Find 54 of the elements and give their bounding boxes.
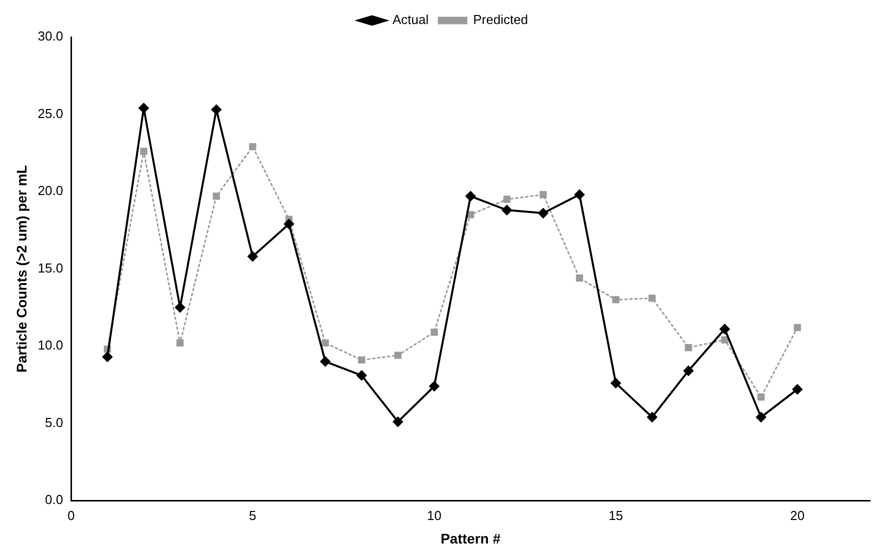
y-tick-label: 0.0: [45, 492, 64, 508]
x-tick-label: 5: [249, 508, 256, 523]
point: [320, 356, 330, 367]
point: [429, 381, 440, 392]
point: [574, 190, 584, 200]
point: [538, 208, 548, 218]
point: [792, 384, 802, 394]
x-tick-label: 0: [67, 508, 75, 523]
point: [756, 412, 766, 422]
y-tick-label: 20.0: [38, 183, 64, 198]
point: [684, 344, 692, 352]
point: [721, 336, 728, 344]
point: [138, 103, 149, 114]
point: [503, 196, 510, 203]
point: [322, 339, 329, 347]
point: [466, 211, 474, 218]
x-tick-label: 15: [608, 508, 624, 523]
point: [249, 143, 256, 150]
y-tick-label: 25.0: [38, 106, 64, 121]
point: [212, 192, 220, 200]
point: [358, 356, 366, 364]
point: [502, 205, 512, 216]
point: [683, 366, 694, 376]
point: [176, 339, 184, 347]
point: [175, 302, 186, 312]
x-tick-label: 20: [790, 508, 805, 523]
y-tick-label: 30.0: [38, 28, 64, 44]
legend-label: Actual: [392, 12, 429, 28]
x-axis-title: Pattern #: [440, 530, 501, 546]
point: [430, 328, 438, 336]
point: [540, 191, 547, 198]
point: [612, 296, 620, 304]
point: [356, 370, 367, 380]
point: [576, 274, 584, 282]
point: [394, 352, 402, 359]
point: [720, 324, 730, 334]
y-axis-title: Particle Counts (>2 um) per mL: [13, 164, 30, 372]
point: [392, 416, 403, 427]
point: [140, 148, 148, 155]
legend-label: Predicted: [473, 12, 528, 28]
point: [647, 412, 658, 422]
point: [466, 191, 476, 202]
point: [757, 393, 765, 401]
y-tick-label: 15.0: [38, 260, 64, 276]
point: [248, 251, 258, 262]
point: [102, 352, 112, 362]
y-tick-label: 5.0: [45, 414, 64, 430]
y-tick-label: 10.0: [38, 338, 64, 353]
point: [211, 104, 222, 115]
point: [648, 294, 656, 302]
point: [610, 378, 621, 388]
point: [794, 324, 801, 332]
x-tick-label: 10: [427, 508, 442, 523]
point: [284, 218, 294, 229]
